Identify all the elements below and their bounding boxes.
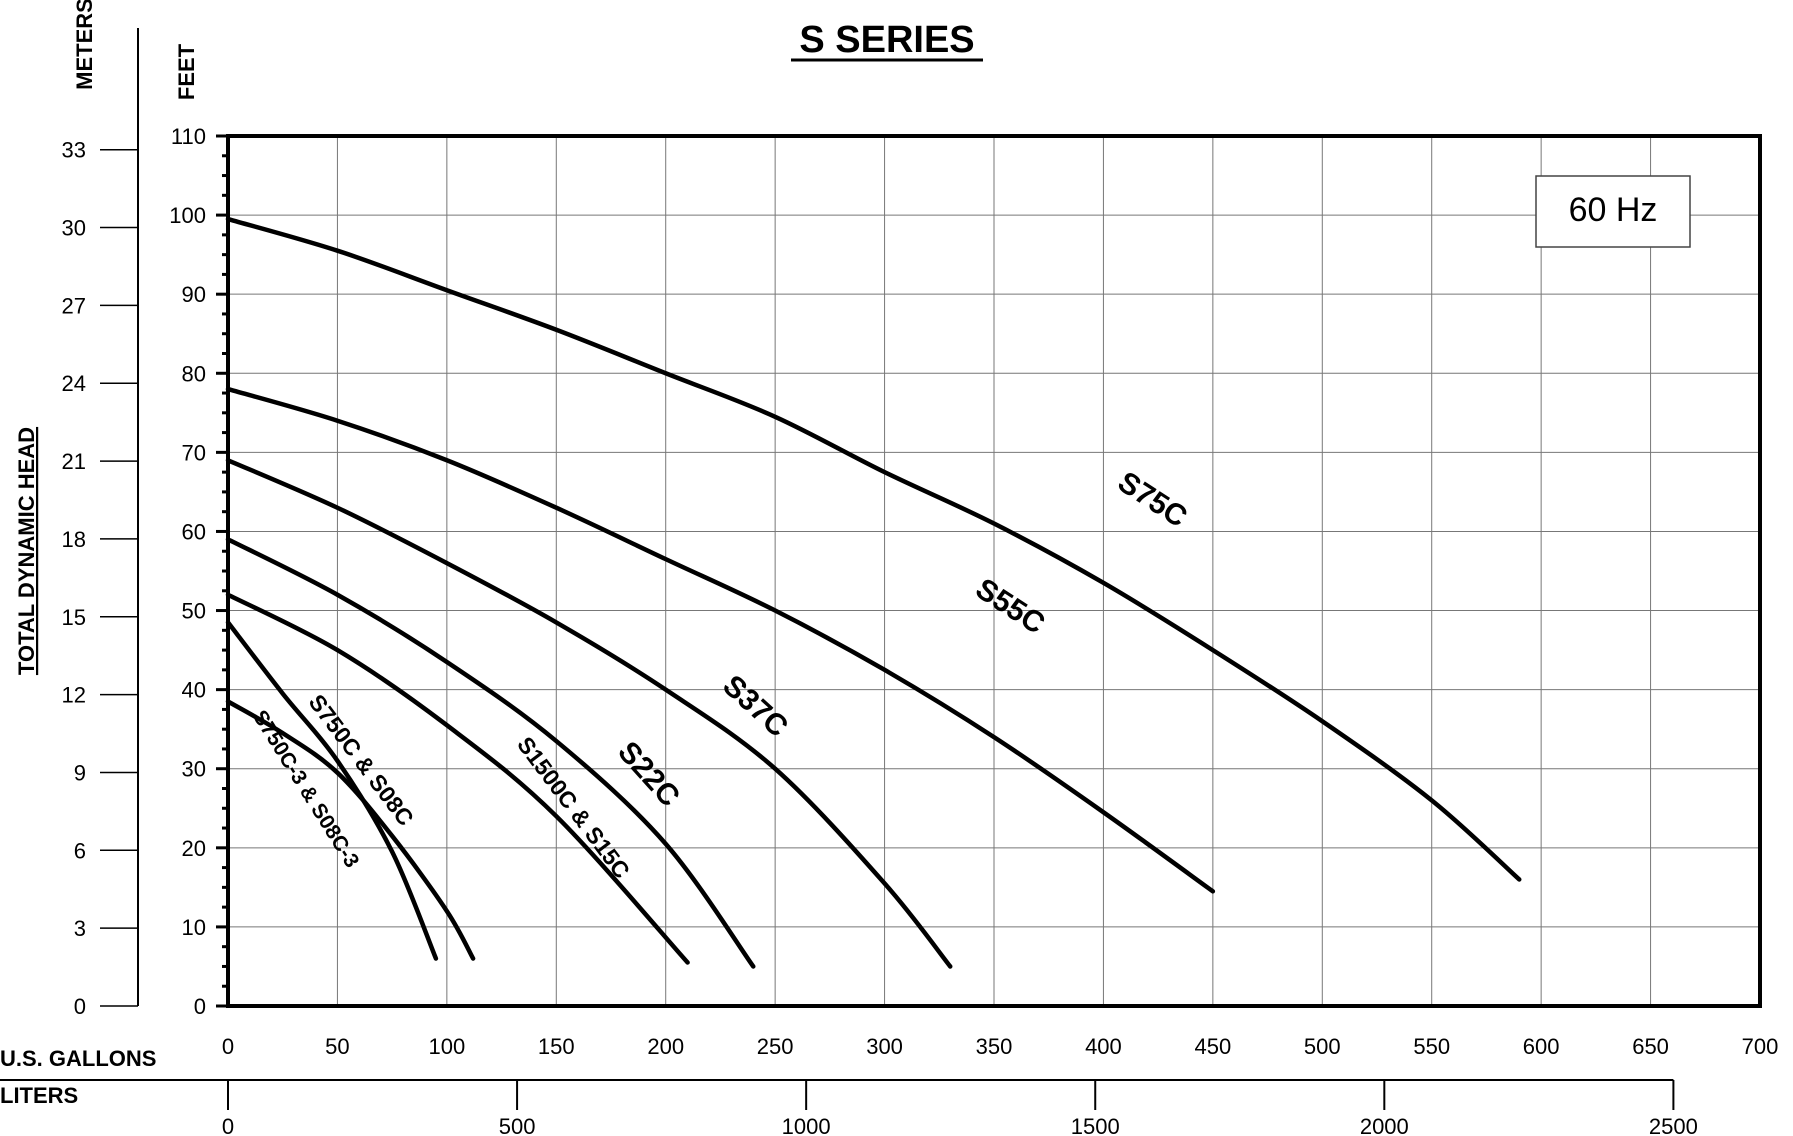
meters-tick-label: 18 [62,527,86,552]
x-tick-label: 650 [1632,1034,1669,1059]
grid [227,135,1761,1007]
curve-s750c-s08c [225,620,439,961]
x-tick-label: 250 [757,1034,794,1059]
y-axis-title: TOTAL DYNAMIC HEAD [14,427,39,675]
meters-tick-label: 3 [74,916,86,941]
meters-tick-label: 24 [62,371,86,396]
meters-tick-label: 6 [74,838,86,863]
x-axis-title-liters: LITERS [0,1083,78,1108]
meters-tick-label: 15 [62,605,86,630]
frequency-box: 60 Hz [1535,175,1691,248]
series-label: S55C [970,572,1051,641]
liters-tick-label: 1000 [782,1114,831,1136]
x-tick-label: 200 [647,1034,684,1059]
x-tick-label: 0 [222,1034,234,1059]
meters-tick-label: 12 [62,683,86,708]
meters-tick-label: 33 [62,138,86,163]
liters-tick-label: 500 [499,1114,536,1136]
curve-s75c [225,216,1522,882]
curve-s55c [225,386,1216,894]
feet-tick-label: 40 [182,678,206,703]
curve-s37c [225,458,953,969]
feet-unit-label: FEET [174,43,199,100]
feet-tick-label: 10 [182,915,206,940]
meters-tick-label: 9 [74,760,86,785]
x-tick-label: 100 [428,1034,465,1059]
x-tick-label: 500 [1304,1034,1341,1059]
curve-s1500c-s15c [225,592,690,965]
series-label: S75C [1112,465,1193,534]
chart-title: S SERIES [799,19,974,61]
x-tick-label: 600 [1523,1034,1560,1059]
meters-tick-label: 27 [62,293,86,318]
liters-tick-label: 0 [222,1114,234,1136]
liters-tick-label: 2000 [1360,1114,1409,1136]
meters-unit-label: METERS [72,0,97,90]
feet-tick-label: 20 [182,836,206,861]
x-axis-title-gallons: U.S. GALLONS [0,1046,156,1071]
feet-tick-label: 30 [182,757,206,782]
feet-tick-label: 0 [194,994,206,1019]
liters-tick-label: 1500 [1071,1114,1120,1136]
meters-tick-label: 21 [62,449,86,474]
x-tick-label: 50 [325,1034,349,1059]
curve-s750c-3-s08c-3 [225,699,476,961]
feet-tick-label: 50 [182,599,206,624]
feet-tick-label: 80 [182,361,206,386]
meters-tick-label: 0 [74,994,86,1019]
x-tick-label: 400 [1085,1034,1122,1059]
axes: 0 50 100 150 200 250 300 350 400 450 500 550 600 650 7… [0,28,1778,1136]
x-tick-label: 150 [538,1034,575,1059]
curve-s22c [225,537,756,969]
frequency-label: 60 Hz [1569,191,1658,229]
meters-tick-label: 30 [62,216,86,241]
feet-tick-label: 100 [169,203,206,228]
x-tick-label: 700 [1742,1034,1779,1059]
x-tick-label: 550 [1413,1034,1450,1059]
x-tick-label: 350 [976,1034,1013,1059]
feet-tick-label: 70 [182,440,206,465]
x-tick-label: 450 [1194,1034,1231,1059]
x-tick-label: 300 [866,1034,903,1059]
feet-tick-label: 90 [182,282,206,307]
feet-tick-label: 110 [171,124,206,149]
liters-tick-label: 2500 [1649,1114,1698,1136]
feet-tick-label: 60 [182,519,206,544]
